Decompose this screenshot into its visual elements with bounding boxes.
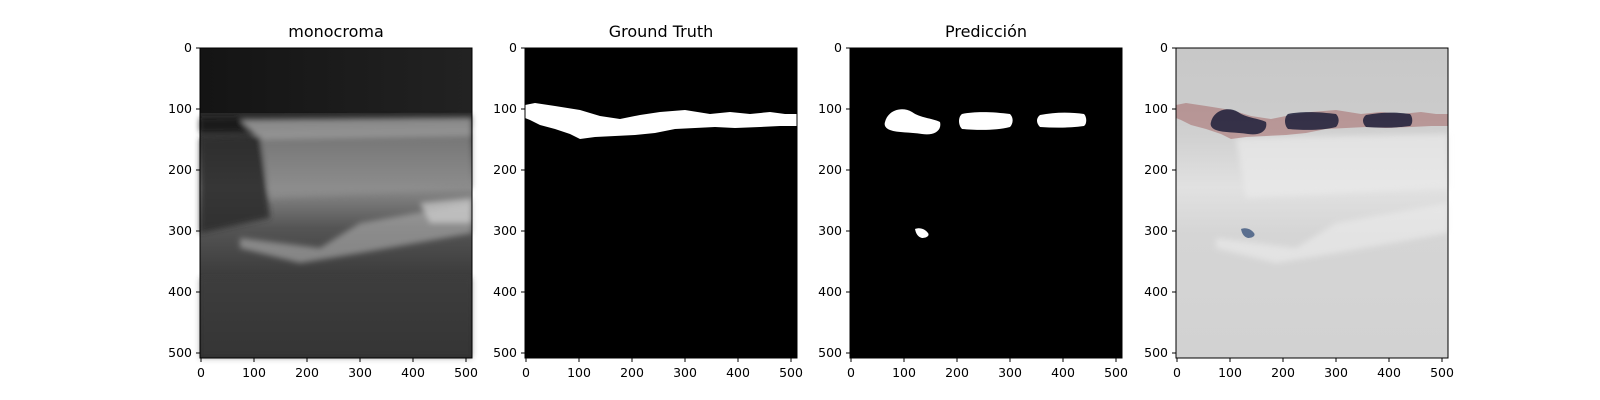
y-tick-label: 0 [1160,40,1168,55]
y-tick-label: 0 [509,40,517,55]
x-tick-label: 500 [454,365,478,380]
y-tick-label: 500 [493,345,517,360]
y-tick-label: 400 [168,284,192,299]
y-tick-label: 100 [168,101,192,116]
panel-title: Predicción [944,22,1027,41]
y-tick-label: 400 [493,284,517,299]
x-tick-label: 0 [847,365,855,380]
y-tick-label: 500 [168,345,192,360]
x-tick-label: 100 [1218,365,1242,380]
x-tick-label: 400 [1051,365,1075,380]
x-tick-label: 100 [892,365,916,380]
y-tick-label: 200 [1144,162,1168,177]
panel-monocroma: monocroma [168,22,478,380]
x-tick-label: 200 [620,365,644,380]
x-tick-label: 300 [998,365,1022,380]
y-tick-label: 100 [818,101,842,116]
x-tick-label: 400 [401,365,425,380]
prediction-region [915,228,929,238]
prediction-region [1037,112,1087,128]
panel-ground-truth: Ground Truth 0 100 200 300 400 500 0 100 200 300 4… [493,22,803,380]
y-tick-label: 100 [1144,101,1168,116]
y-tick-label: 400 [1144,284,1168,299]
x-tick-label: 200 [945,365,969,380]
ground-truth-mask: 0 100 200 300 400 500 0 100 200 300 400 500 [493,40,803,380]
x-tick-label: 100 [567,365,591,380]
y-tick-label: 0 [184,40,192,55]
panel-prediction: Predicción 0 100 200 300 400 500 0 100 200 300 400… [818,22,1128,380]
x-tick-label: 300 [348,365,372,380]
y-tick-label: 300 [168,223,192,238]
y-tick-label: 500 [1144,345,1168,360]
prediction-region [884,109,941,135]
x-tick-label: 300 [1324,365,1348,380]
prediction-mask: 0 100 200 300 400 500 0 100 200 300 400 500 [818,40,1128,380]
y-tick-label: 500 [818,345,842,360]
panel-title: Ground Truth [608,22,714,41]
x-tick-label: 500 [779,365,803,380]
y-tick-label: 200 [168,162,192,177]
y-tick-label: 200 [818,162,842,177]
overlay-prediction [1363,112,1413,128]
x-tick-label: 0 [522,365,530,380]
ultrasound-image: 0 100 200 300 400 500 0 100 200 300 400 500 [168,40,478,380]
panel-title: monocroma [288,22,384,41]
y-tick-label: 300 [493,223,517,238]
panel-overlay: 0 100 200 300 400 500 0 100 200 300 400 500 [1144,40,1454,380]
y-tick-label: 200 [493,162,517,177]
y-tick-label: 100 [493,101,517,116]
overlay-prediction-small [1241,228,1255,238]
overlay-image: 0 100 200 300 400 500 0 100 200 300 400 500 [1144,40,1454,380]
overlay-prediction [1210,109,1267,135]
x-tick-label: 500 [1104,365,1128,380]
x-tick-label: 200 [295,365,319,380]
x-tick-label: 500 [1430,365,1454,380]
x-tick-label: 200 [1271,365,1295,380]
x-tick-label: 400 [726,365,750,380]
x-tick-label: 0 [197,365,205,380]
y-tick-label: 400 [818,284,842,299]
ground-truth-region [525,103,797,139]
y-tick-label: 0 [834,40,842,55]
x-tick-label: 400 [1377,365,1401,380]
x-tick-label: 300 [673,365,697,380]
x-tick-label: 100 [242,365,266,380]
x-tick-label: 0 [1173,365,1181,380]
prediction-region [959,112,1013,130]
overlay-prediction [1285,112,1339,130]
y-tick-label: 300 [818,223,842,238]
y-tick-label: 300 [1144,223,1168,238]
